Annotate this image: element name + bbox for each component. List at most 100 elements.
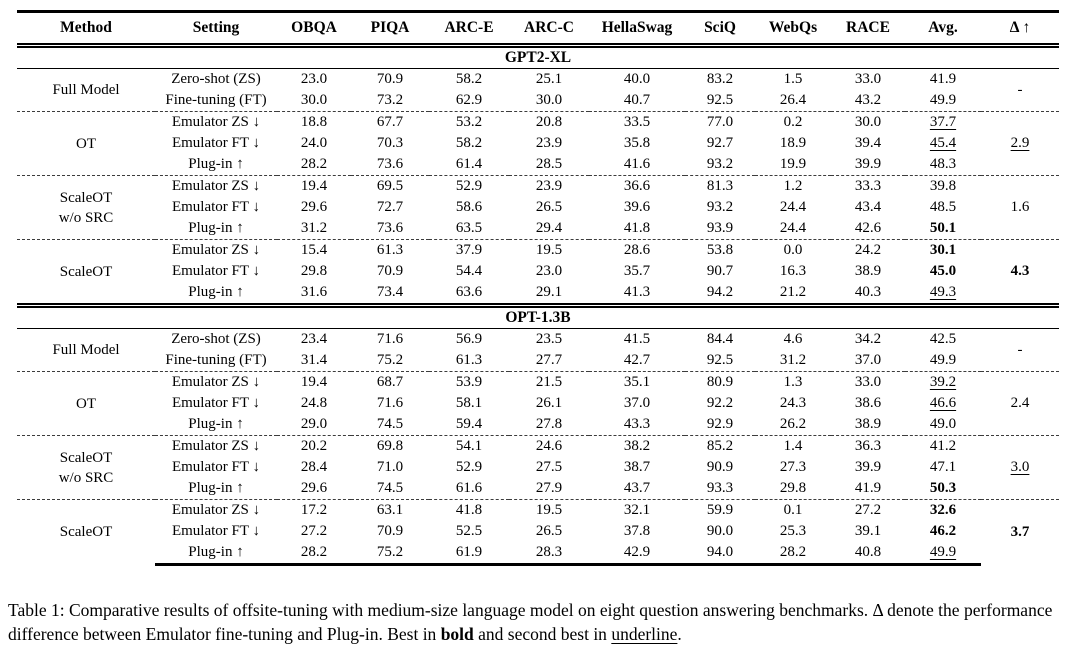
cell-value: 77.0	[707, 114, 733, 130]
setting-cell: Emulator ZS ↓	[155, 436, 277, 458]
cell-value: 67.7	[377, 114, 403, 130]
setting-cell: Emulator ZS ↓	[155, 372, 277, 394]
value-cell: 94.2	[685, 282, 755, 306]
value-cell: 27.8	[509, 414, 589, 436]
cell-value: 70.9	[377, 523, 403, 539]
cell-value: 81.3	[707, 178, 733, 194]
cell-value: 18.9	[780, 135, 806, 151]
setting-cell: Emulator FT ↓	[155, 393, 277, 414]
value-cell: 75.2	[351, 350, 429, 372]
value-cell: 84.4	[685, 329, 755, 351]
value-cell: 29.6	[277, 478, 351, 500]
cell-value: 23.5	[536, 331, 562, 347]
cell-value: 40.3	[855, 284, 881, 300]
cell-value: 35.8	[624, 135, 650, 151]
value-cell: 39.6	[589, 197, 685, 218]
value-cell: 93.3	[685, 478, 755, 500]
delta-cell: 4.3	[981, 240, 1059, 306]
cell-value: 37.0	[855, 352, 881, 368]
value-cell: 1.3	[755, 372, 831, 394]
cell-value: 26.2	[780, 416, 806, 432]
value-cell: 43.3	[589, 414, 685, 436]
value-cell: 19.4	[277, 372, 351, 394]
value-cell: 37.0	[831, 350, 905, 372]
value-cell: 74.5	[351, 414, 429, 436]
cell-value: 24.8	[301, 395, 327, 411]
cell-value: 36.6	[624, 178, 650, 194]
value-cell: 28.2	[277, 154, 351, 176]
cell-value: 90.7	[707, 263, 733, 279]
cell-value: 19.4	[301, 178, 327, 194]
cell-value: 61.9	[456, 544, 482, 560]
value-cell: 38.9	[831, 261, 905, 282]
value-cell: 33.3	[831, 176, 905, 198]
value-cell: 73.2	[351, 90, 429, 112]
value-cell: 70.9	[351, 69, 429, 91]
cell-value: 34.2	[855, 331, 881, 347]
cell-value: 23.4	[301, 331, 327, 347]
value-cell: 23.9	[509, 176, 589, 198]
value-cell: 93.2	[685, 197, 755, 218]
value-cell: 74.5	[351, 478, 429, 500]
value-cell: 24.8	[277, 393, 351, 414]
value-cell: 24.4	[755, 218, 831, 240]
value-cell: 39.4	[831, 133, 905, 154]
value-cell: 38.6	[831, 393, 905, 414]
cell-value: 20.8	[536, 114, 562, 130]
delta-cell: 2.4	[981, 372, 1059, 436]
cell-value: 28.2	[301, 544, 327, 560]
cell-value: 27.9	[536, 480, 562, 496]
cell-value: 35.7	[624, 263, 650, 279]
cell-value: 26.4	[780, 92, 806, 108]
value-cell: 25.1	[509, 69, 589, 91]
setting-cell: Emulator FT ↓	[155, 261, 277, 282]
value-cell: 26.1	[509, 393, 589, 414]
cell-value: 74.5	[377, 480, 403, 496]
value-cell: 20.8	[509, 112, 589, 134]
cell-value: 61.4	[456, 156, 482, 172]
value-cell: 35.8	[589, 133, 685, 154]
column-header: WebQs	[755, 12, 831, 46]
value-cell: 0.0	[755, 240, 831, 262]
cell-value: 58.6	[456, 199, 482, 215]
cell-value: 0.0	[784, 242, 803, 258]
value-cell: 56.9	[429, 329, 509, 351]
cell-value: 39.9	[855, 459, 881, 475]
cell-value: 39.1	[855, 523, 881, 539]
cell-value: 80.9	[707, 374, 733, 390]
cell-value: 23.0	[301, 71, 327, 87]
cell-value: 42.7	[624, 352, 650, 368]
setting-cell: Zero-shot (ZS)	[155, 329, 277, 351]
value-cell: 26.2	[755, 414, 831, 436]
cell-value: 93.3	[707, 480, 733, 496]
cell-value: 41.5	[624, 331, 650, 347]
value-cell: 29.0	[277, 414, 351, 436]
cell-value: 19.5	[536, 242, 562, 258]
value-cell: 38.7	[589, 457, 685, 478]
cell-value: 2.9	[1011, 135, 1030, 151]
value-cell: 67.7	[351, 112, 429, 134]
value-cell: 49.0	[905, 414, 981, 436]
value-cell: 58.6	[429, 197, 509, 218]
cell-value: 45.4	[930, 135, 956, 151]
value-cell: 52.9	[429, 176, 509, 198]
cell-value: 92.2	[707, 395, 733, 411]
cell-value: 32.6	[930, 502, 956, 518]
value-cell: 43.7	[589, 478, 685, 500]
cell-value: 27.5	[536, 459, 562, 475]
value-cell: 25.3	[755, 521, 831, 542]
cell-value: 30.0	[301, 92, 327, 108]
cell-value: 29.0	[301, 416, 327, 432]
value-cell: 93.9	[685, 218, 755, 240]
value-cell: 52.5	[429, 521, 509, 542]
cell-value: 54.1	[456, 438, 482, 454]
value-cell: 37.9	[429, 240, 509, 262]
value-cell: 41.8	[429, 500, 509, 522]
